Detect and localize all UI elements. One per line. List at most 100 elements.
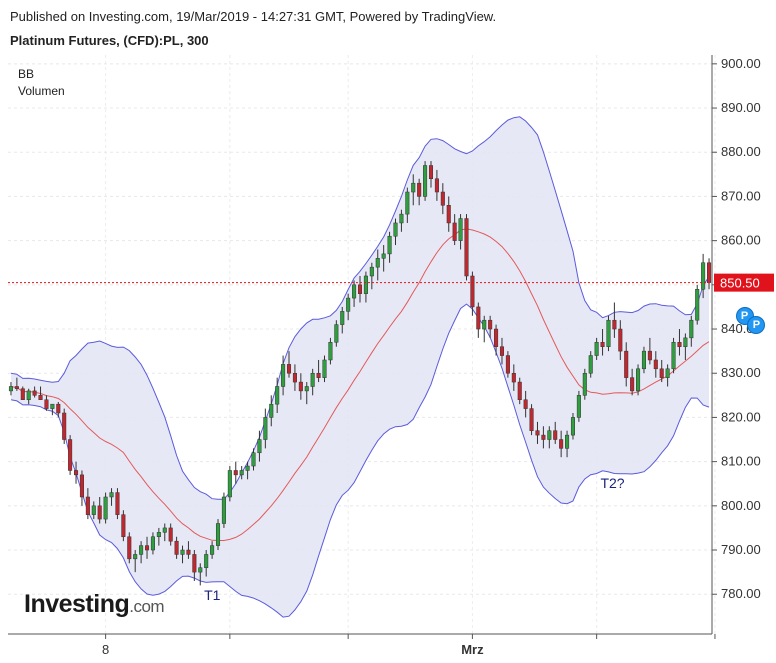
candle	[547, 426, 552, 449]
candle	[328, 337, 333, 365]
candle-body	[233, 470, 238, 476]
candle-body	[215, 523, 221, 546]
candle-body	[8, 386, 13, 392]
published-caption: Published on Investing.com, 19/Mar/2019 …	[10, 9, 497, 24]
candle-body	[570, 417, 575, 436]
candle	[417, 178, 422, 206]
indicator-label-volume[interactable]: Volumen	[18, 84, 65, 98]
candle	[470, 271, 475, 316]
candle	[606, 315, 611, 352]
candle	[671, 337, 676, 374]
candle	[405, 187, 410, 223]
y-tick-label: 830.00	[721, 365, 761, 380]
candle	[588, 351, 593, 378]
candle-body	[428, 165, 434, 180]
candle	[38, 386, 43, 400]
candle-body	[523, 399, 528, 409]
candle	[298, 373, 303, 400]
candle	[624, 342, 629, 387]
candle-body	[476, 306, 481, 330]
candle-body	[488, 319, 493, 330]
candle-body	[340, 311, 345, 325]
candle-body	[393, 222, 398, 237]
candle	[695, 284, 700, 325]
y-tick-label: 780.00	[721, 586, 761, 601]
logo-suffix: .com	[129, 597, 165, 616]
candle-body	[50, 403, 55, 409]
candle	[32, 386, 37, 398]
candle	[257, 430, 262, 462]
candle	[488, 315, 493, 338]
chart-annotation: T1	[204, 587, 221, 604]
candle	[653, 351, 658, 378]
candle-body	[310, 372, 315, 387]
candle-body	[582, 372, 587, 396]
candle-body	[559, 439, 564, 449]
candle-body	[535, 430, 540, 436]
candle-body	[316, 372, 321, 378]
candle	[340, 306, 345, 334]
candle-body	[659, 368, 664, 378]
candle	[446, 196, 451, 232]
candle-body	[470, 275, 475, 308]
candle-body	[387, 235, 392, 255]
candle-body	[292, 372, 297, 383]
candle-body	[529, 408, 534, 431]
candle	[44, 395, 49, 411]
candle	[553, 421, 558, 444]
candle	[198, 563, 203, 586]
candle-body	[298, 381, 303, 392]
candle-body	[38, 395, 43, 400]
candle	[56, 401, 61, 418]
candle-body	[103, 496, 108, 520]
candle-body	[286, 364, 292, 374]
candle	[174, 536, 179, 559]
candle	[636, 364, 641, 396]
candle-body	[68, 439, 73, 471]
candle	[423, 161, 428, 201]
candle-body	[186, 549, 191, 555]
candle	[186, 541, 191, 559]
candle	[701, 253, 706, 299]
pattern-badge[interactable]: P	[747, 315, 766, 334]
candle-body	[683, 337, 688, 347]
candle-body	[269, 403, 274, 418]
candle-body	[257, 439, 262, 454]
candle-body	[180, 549, 185, 555]
candle	[68, 435, 73, 475]
candle	[281, 355, 286, 396]
candle-body	[630, 377, 635, 392]
candle	[227, 466, 232, 502]
candle-body	[399, 213, 404, 224]
candle-body	[115, 492, 120, 515]
candle-body	[553, 430, 558, 440]
symbol-title: Platinum Futures, (CFD):PL, 300	[10, 33, 209, 48]
candle-body	[32, 390, 37, 396]
candle	[156, 527, 161, 546]
chart-annotation: T2?	[600, 474, 625, 491]
candle	[269, 395, 274, 427]
axes: 780.00790.00800.00810.00820.00830.00840.…	[8, 55, 774, 657]
candle-body	[689, 319, 694, 339]
candle-body	[434, 178, 439, 193]
candle	[103, 492, 108, 524]
candle-body	[20, 388, 25, 400]
candle-body	[381, 253, 386, 259]
candle	[310, 368, 315, 396]
candle-body	[150, 536, 155, 551]
candle	[476, 302, 481, 338]
candle-body	[74, 470, 79, 476]
indicator-label-bb[interactable]: BB	[18, 67, 35, 81]
candle	[91, 501, 96, 520]
candle-body	[322, 359, 327, 378]
candle	[511, 364, 516, 391]
candle-body	[14, 386, 19, 389]
candle-body	[239, 470, 244, 476]
candle-body	[541, 434, 546, 440]
candle-body	[56, 403, 61, 414]
candle	[559, 430, 564, 458]
candle-body	[251, 452, 256, 467]
candle-body	[334, 324, 339, 343]
candle	[204, 550, 209, 577]
